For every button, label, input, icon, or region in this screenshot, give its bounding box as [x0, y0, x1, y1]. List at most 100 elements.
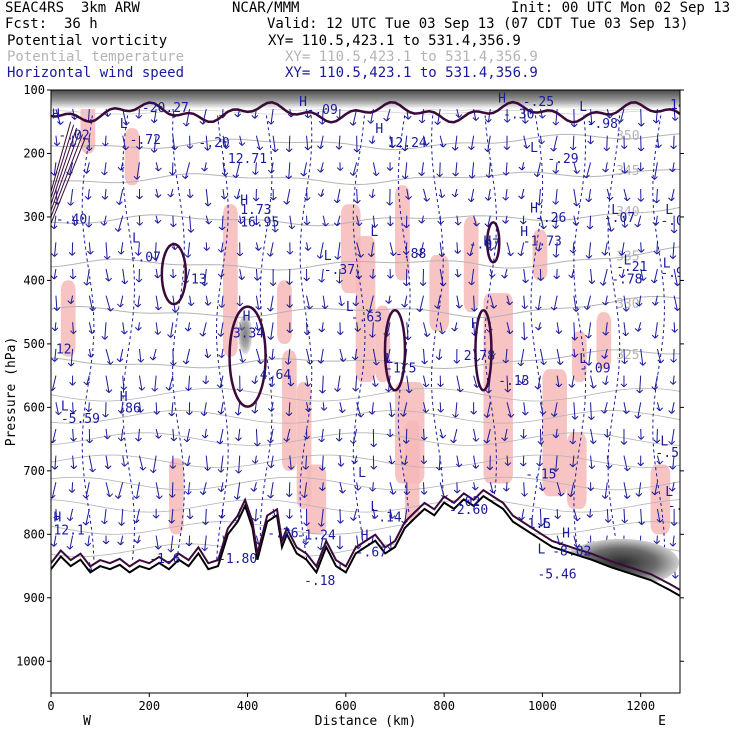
wind-vector-head	[651, 176, 658, 180]
wind-vector-head	[518, 195, 525, 200]
wind-vector-head	[519, 462, 527, 467]
wind-vector-head	[187, 302, 195, 307]
wind-vector-head	[550, 413, 558, 417]
wind-vector-head	[117, 166, 125, 171]
wind-vector-head	[284, 361, 292, 365]
wind-vector	[105, 482, 111, 497]
wind-vector	[656, 188, 658, 203]
wind-vector-head	[155, 167, 162, 172]
wind-vector	[254, 402, 257, 414]
wind-vector	[588, 188, 592, 202]
wind-vector	[72, 455, 75, 469]
wind-vector-head	[435, 356, 443, 360]
extremum-label: -.18	[304, 574, 335, 589]
wind-vector	[53, 215, 57, 229]
wind-vector	[122, 375, 125, 390]
y-tick-label: 200	[23, 146, 45, 160]
wind-vector-head	[201, 282, 208, 287]
wind-vector	[371, 188, 374, 198]
wind-vector-head	[257, 360, 265, 365]
wind-vector-head	[586, 225, 594, 230]
wind-vector	[487, 188, 491, 201]
wind-vector-head	[620, 441, 628, 445]
wind-vector	[339, 348, 344, 362]
wind-vector	[322, 215, 327, 227]
wind-vector	[322, 402, 325, 411]
wind-vector-head	[253, 442, 261, 447]
wind-vector-head	[51, 494, 56, 499]
wind-vector	[521, 508, 525, 521]
wind-vector-head	[165, 386, 173, 391]
wind-vector-head	[639, 362, 647, 366]
wind-vector-head	[267, 336, 274, 340]
wind-vector-head	[354, 328, 362, 332]
wind-vector	[138, 375, 143, 391]
wind-vector-head	[51, 225, 58, 230]
wind-vector-head	[336, 545, 344, 550]
wind-vector-head	[69, 409, 77, 414]
wind-vector-head	[402, 440, 410, 444]
wind-vector	[105, 348, 111, 365]
wind-vector	[321, 268, 324, 283]
wind-vector	[204, 428, 207, 439]
wind-vector	[306, 295, 311, 310]
wind-vector	[439, 402, 442, 413]
wind-vector	[656, 135, 660, 148]
wind-vector-head	[506, 330, 514, 335]
wind-vector	[306, 188, 308, 201]
x-tick-label: 800	[433, 699, 455, 713]
wind-vector	[254, 162, 257, 175]
wind-vector	[105, 295, 111, 312]
wind-vector	[205, 455, 209, 471]
wind-vector-head	[456, 388, 464, 393]
wind-vector	[255, 268, 258, 281]
wind-vector-head	[402, 282, 410, 287]
wind-vector	[523, 322, 526, 340]
wind-vector-head	[588, 280, 596, 284]
wind-vector	[306, 348, 311, 365]
y-tick-label: 600	[23, 400, 45, 414]
valid-time: Valid: 12 UTC Tue 03 Sep 13 (07 CDT Tue …	[267, 16, 689, 32]
wind-vector-head	[507, 252, 514, 257]
wind-vector-head	[333, 222, 341, 227]
extremum-label: H	[299, 95, 307, 110]
wind-vector-head	[285, 148, 293, 153]
wind-vector-head	[534, 385, 542, 390]
wind-vector	[205, 375, 207, 384]
west-label: W	[83, 714, 91, 729]
wind-vector-head	[502, 196, 509, 201]
wind-vector-head	[167, 548, 175, 553]
wind-vector-head	[237, 220, 245, 225]
wind-vector-head	[602, 168, 609, 173]
wind-vector	[322, 295, 326, 309]
wind-vector-head	[452, 172, 459, 177]
wind-vector-head	[102, 413, 109, 418]
wind-vector	[590, 428, 594, 444]
wind-vector-head	[653, 250, 661, 255]
wind-vector-head	[285, 493, 293, 497]
wind-vector-head	[134, 539, 141, 544]
wind-vector	[339, 402, 343, 413]
wind-vector-head	[585, 334, 592, 339]
wind-vector	[556, 322, 560, 334]
wind-vector	[239, 135, 243, 146]
extremum-label: -.72	[130, 133, 161, 148]
wind-vector-head	[439, 143, 447, 148]
wind-vector	[589, 508, 592, 518]
wind-vector-head	[154, 194, 162, 198]
wind-vector-head	[102, 540, 110, 545]
wind-vector-head	[455, 304, 463, 309]
wind-vector-head	[552, 121, 560, 126]
wind-vector	[170, 322, 174, 338]
wind-vector-head	[304, 383, 312, 387]
extremum-label: -.14	[370, 511, 401, 526]
wind-vector-head	[201, 167, 208, 172]
wind-vector	[573, 535, 578, 548]
wind-vector	[405, 242, 408, 255]
theta-contour	[51, 349, 680, 370]
wind-vector-head	[537, 522, 545, 527]
wind-vector-head	[601, 495, 609, 499]
wind-vector-head	[136, 195, 143, 200]
wind-vector-head	[319, 389, 326, 394]
wind-vector	[473, 375, 478, 388]
